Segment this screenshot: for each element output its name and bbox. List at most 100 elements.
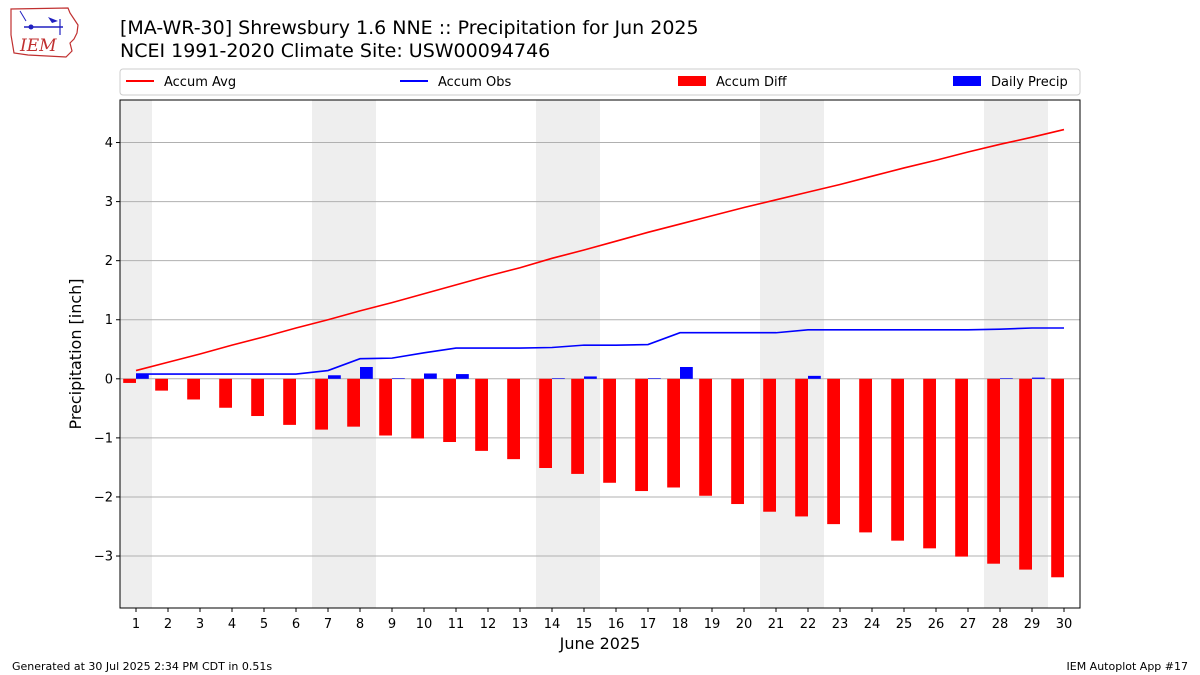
x-axis-label: June 2025	[559, 634, 641, 653]
xtick-label-29: 30	[1056, 617, 1073, 632]
xtick-label-0: 1	[132, 617, 140, 632]
weekend-shading	[120, 100, 1048, 608]
xtick-label-3: 4	[228, 617, 236, 632]
xtick-label-17: 18	[672, 617, 689, 632]
xtick-label-13: 14	[544, 617, 561, 632]
plot-frame	[119, 99, 1081, 609]
lines	[135, 128, 1065, 375]
xtick-label-21: 22	[800, 617, 817, 632]
xtick-label-15: 16	[608, 617, 625, 632]
xtick-label-20: 21	[768, 617, 785, 632]
ytick-label-4: 1	[105, 313, 113, 328]
accum-diff-bar-3	[187, 378, 200, 400]
legend-label-accum-diff: Accum Diff	[716, 75, 788, 90]
weekend-shade-2	[536, 100, 600, 608]
xtick-label-2: 3	[196, 617, 204, 632]
legend-label-accum-avg: Accum Avg	[164, 75, 236, 90]
xtick-label-6: 7	[324, 617, 332, 632]
accum-diff-bar-26	[923, 378, 936, 549]
accum-diff-bar-11	[443, 378, 456, 443]
accum-diff-bar-8	[347, 378, 360, 427]
accum-diff-bar-10	[411, 378, 424, 439]
daily-precip-bar-17	[648, 378, 661, 379]
legend-swatch-daily-precip	[953, 76, 981, 86]
daily-precip-bar-8	[360, 366, 373, 379]
accum-diff-bar-2	[155, 378, 168, 391]
daily-precip-bar-1	[136, 374, 149, 379]
accum-diff-bar-6	[283, 378, 296, 425]
chart-title: [MA-WR-30] Shrewsbury 1.6 NNE :: Precipi…	[120, 17, 699, 39]
xtick-label-22: 23	[832, 617, 849, 632]
legend-label-accum-obs: Accum Obs	[438, 75, 511, 90]
daily-precip-bar-9	[392, 378, 405, 379]
legend-box	[119, 68, 1081, 96]
chart-subtitle: NCEI 1991-2020 Climate Site: USW00094746	[120, 40, 551, 62]
accum-diff-bar-23	[827, 378, 840, 525]
daily-precip-bar-22	[808, 375, 821, 379]
bars	[123, 366, 1064, 578]
accum-diff-bar-4	[219, 378, 232, 408]
accum-diff-bar-18	[667, 378, 680, 488]
accum-diff-bar-19	[699, 378, 712, 496]
weekend-shade-1	[312, 100, 376, 608]
y-gridlines	[120, 142, 1080, 557]
xtick-label-25: 26	[928, 617, 945, 632]
accum-diff-bar-15	[571, 378, 584, 474]
iem-logo: IEM	[8, 5, 82, 59]
accum-diff-bar-20	[731, 378, 744, 505]
weekend-shade-3	[760, 100, 824, 608]
accum-diff-bar-13	[507, 378, 520, 460]
legend-swatch-accum-diff	[678, 76, 706, 86]
xtick-label-19: 20	[736, 617, 753, 632]
accum-diff-bar-16	[603, 378, 616, 483]
daily-precip-bar-7	[328, 375, 341, 379]
xtick-label-7: 8	[356, 617, 364, 632]
legend-label-daily-precip: Daily Precip	[991, 75, 1068, 90]
ytick-label-6: 3	[105, 195, 113, 210]
ytick-label-1: −2	[94, 490, 113, 505]
xtick-label-14: 15	[576, 617, 593, 632]
accum-avg-line	[135, 128, 1065, 372]
legend: Accum Avg Accum Obs Accum Diff Daily Precip	[119, 68, 1081, 96]
logo-text: IEM	[19, 36, 57, 56]
daily-precip-bar-29	[1032, 377, 1045, 379]
accum-diff-bar-7	[315, 378, 328, 430]
xtick-label-4: 5	[260, 617, 268, 632]
accum-obs-line	[136, 327, 1064, 375]
accum-diff-bar-21	[763, 378, 776, 512]
daily-precip-bar-15	[584, 376, 597, 379]
daily-precip-bar-10	[424, 373, 437, 379]
xtick-label-24: 25	[896, 617, 913, 632]
accum-diff-bar-28	[987, 378, 1000, 564]
ytick-label-7: 4	[105, 136, 113, 151]
ytick-label-5: 2	[105, 254, 113, 269]
xtick-label-9: 10	[416, 617, 433, 632]
generated-timestamp: Generated at 30 Jul 2025 2:34 PM CDT in …	[12, 660, 273, 673]
y-axis-label: Precipitation [inch]	[66, 278, 85, 429]
accum-diff-bar-9	[379, 378, 392, 436]
accum-diff-bar-5	[251, 378, 264, 417]
accum-diff-bar-25	[891, 378, 904, 541]
daily-precip-bar-18	[680, 366, 693, 379]
ytick-label-3: 0	[105, 372, 113, 387]
daily-precip-bar-11	[456, 374, 469, 379]
xtick-label-8: 9	[388, 617, 396, 632]
accum-diff-bar-17	[635, 378, 648, 492]
xtick-label-10: 11	[448, 617, 465, 632]
accum-diff-bar-24	[859, 378, 872, 533]
xtick-label-1: 2	[164, 617, 172, 632]
daily-precip-bar-14	[552, 378, 565, 379]
xtick-label-27: 28	[992, 617, 1009, 632]
accum-diff-bar-30	[1051, 378, 1064, 578]
xtick-label-12: 13	[512, 617, 529, 632]
accum-diff-bar-22	[795, 378, 808, 517]
xtick-label-18: 19	[704, 617, 721, 632]
xtick-label-16: 17	[640, 617, 657, 632]
app-label: IEM Autoplot App #17	[1066, 660, 1189, 673]
xtick-label-23: 24	[864, 617, 881, 632]
daily-precip-bar-28	[1000, 378, 1013, 379]
accum-diff-bar-12	[475, 378, 488, 451]
xtick-label-28: 29	[1024, 617, 1041, 632]
